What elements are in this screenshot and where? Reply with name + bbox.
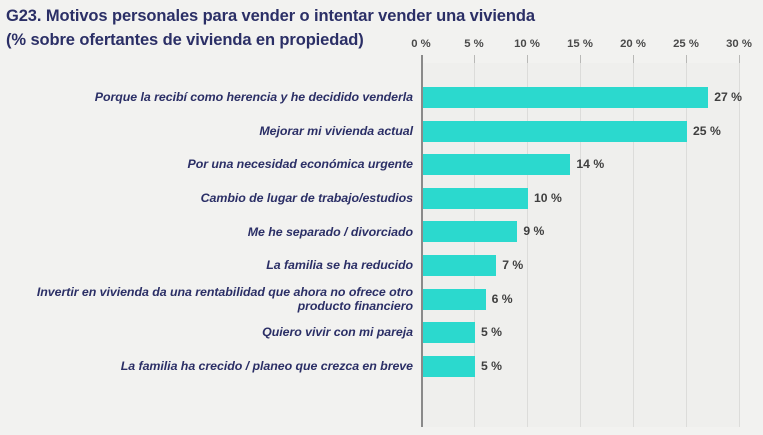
category-label: Mejorar mi vivienda actual bbox=[259, 123, 413, 138]
category-label: Cambio de lugar de trabajo/estudios bbox=[200, 191, 413, 206]
chart-title-block: G23. Motivos personales para vender o in… bbox=[6, 4, 746, 52]
category-label: Porque la recibí como herencia y he deci… bbox=[94, 90, 413, 105]
category-label: Quiero vivir con mi pareja bbox=[262, 325, 413, 340]
category-label: La familia se ha reducido bbox=[266, 258, 413, 273]
plot-area: 0 % 5 % 10 % 15 % 20 % 25 % 30 % 27 % 25 % 14 % 1… bbox=[411, 38, 763, 435]
gridline bbox=[633, 63, 634, 427]
gridline bbox=[739, 63, 740, 427]
bar[interactable] bbox=[422, 322, 475, 344]
axis-tick-label: 20 % bbox=[620, 38, 646, 50]
bar[interactable] bbox=[422, 87, 709, 108]
bar-value-label: 25 % bbox=[693, 123, 721, 138]
gridline bbox=[474, 63, 475, 427]
value-axis-line bbox=[421, 55, 423, 427]
tick-mark bbox=[580, 55, 581, 63]
bar[interactable] bbox=[422, 120, 687, 142]
bar-value-label: 10 % bbox=[534, 190, 562, 205]
bar-value-label: 7 % bbox=[502, 258, 524, 272]
page-subtitle: (% sobre ofertantes de vivienda en propi… bbox=[6, 31, 364, 49]
axis-tick-label: 5 % bbox=[464, 38, 484, 50]
bar-value-label: 6 % bbox=[491, 291, 513, 306]
bar[interactable] bbox=[422, 154, 571, 176]
tick-mark bbox=[739, 55, 740, 63]
tick-mark bbox=[527, 55, 528, 63]
category-label: Por una necesidad económica urgente bbox=[187, 157, 414, 172]
bar[interactable] bbox=[422, 288, 486, 310]
bar[interactable] bbox=[422, 187, 528, 209]
bar-value-label: 5 % bbox=[481, 358, 503, 373]
bar-chart: Porque la recibí como herencia y he deci… bbox=[0, 38, 763, 435]
category-label: Me he separado / divorciado bbox=[247, 224, 413, 239]
gridline bbox=[580, 63, 581, 427]
gridline bbox=[686, 63, 687, 427]
category-label: Invertir en vivienda da una rentabilidad… bbox=[36, 284, 413, 314]
axis-tick-label: 25 % bbox=[673, 38, 699, 50]
bar-value-label: 5 % bbox=[481, 325, 503, 340]
bar[interactable] bbox=[422, 221, 518, 243]
bar[interactable] bbox=[422, 255, 497, 276]
category-label: La familia ha crecido / planeo que crezc… bbox=[120, 359, 413, 374]
axis-tick-label: 10 % bbox=[514, 38, 540, 50]
bar-value-label: 9 % bbox=[523, 224, 545, 239]
tick-mark bbox=[633, 55, 634, 63]
bar-value-label: 27 % bbox=[714, 90, 742, 104]
page-title: G23. Motivos personales para vender o in… bbox=[6, 7, 535, 25]
bar-value-label: 14 % bbox=[576, 157, 605, 172]
category-label-column: Porque la recibí como herencia y he deci… bbox=[0, 55, 421, 435]
tick-mark bbox=[686, 55, 687, 63]
tick-mark bbox=[474, 55, 475, 63]
axis-tick-label: 30 % bbox=[726, 38, 752, 50]
axis-tick-label: 15 % bbox=[567, 38, 593, 50]
axis-tick-label: 0 % bbox=[411, 38, 431, 50]
gridline bbox=[527, 63, 528, 427]
bar[interactable] bbox=[422, 355, 475, 377]
